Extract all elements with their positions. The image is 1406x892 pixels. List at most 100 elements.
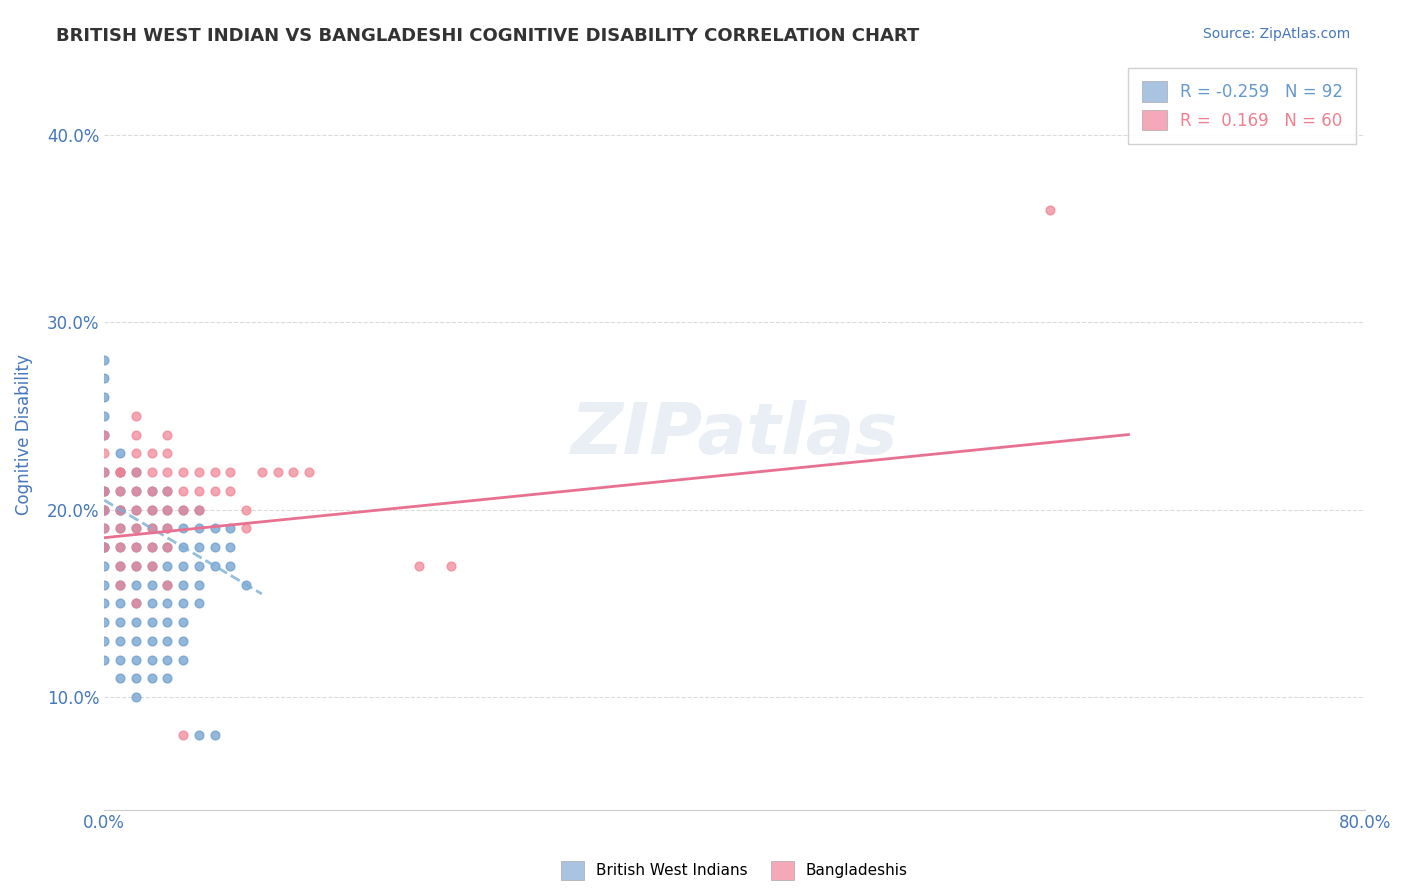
Point bbox=[125, 502, 148, 516]
Point bbox=[172, 521, 194, 535]
Point bbox=[93, 390, 115, 404]
Point bbox=[235, 502, 257, 516]
Y-axis label: Cognitive Disability: Cognitive Disability bbox=[15, 354, 32, 515]
Point bbox=[125, 596, 148, 610]
Point bbox=[235, 577, 257, 591]
Point bbox=[108, 483, 131, 498]
Point bbox=[156, 558, 179, 573]
Point bbox=[141, 502, 163, 516]
Point bbox=[141, 483, 163, 498]
Point bbox=[125, 465, 148, 479]
Point bbox=[125, 540, 148, 554]
Point bbox=[108, 577, 131, 591]
Point bbox=[93, 540, 115, 554]
Point bbox=[141, 521, 163, 535]
Point bbox=[141, 652, 163, 666]
Point bbox=[156, 540, 179, 554]
Point bbox=[172, 502, 194, 516]
Point bbox=[108, 633, 131, 648]
Point bbox=[141, 446, 163, 460]
Point bbox=[93, 521, 115, 535]
Point bbox=[141, 540, 163, 554]
Point bbox=[187, 596, 209, 610]
Point bbox=[108, 577, 131, 591]
Point bbox=[93, 427, 115, 442]
Point bbox=[125, 483, 148, 498]
Point bbox=[125, 652, 148, 666]
Point bbox=[187, 465, 209, 479]
Point bbox=[93, 483, 115, 498]
Point bbox=[156, 577, 179, 591]
Point bbox=[156, 615, 179, 629]
Point bbox=[108, 615, 131, 629]
Point bbox=[172, 558, 194, 573]
Point bbox=[93, 540, 115, 554]
Point bbox=[108, 540, 131, 554]
Point bbox=[125, 633, 148, 648]
Point bbox=[172, 577, 194, 591]
Point bbox=[156, 427, 179, 442]
Point bbox=[172, 652, 194, 666]
Point bbox=[93, 446, 115, 460]
Point bbox=[93, 465, 115, 479]
Point bbox=[93, 558, 115, 573]
Point bbox=[204, 521, 226, 535]
Point bbox=[219, 558, 242, 573]
Point bbox=[204, 483, 226, 498]
Point bbox=[108, 671, 131, 685]
Point bbox=[187, 558, 209, 573]
Point bbox=[440, 558, 463, 573]
Point bbox=[93, 483, 115, 498]
Point bbox=[298, 465, 321, 479]
Point bbox=[93, 521, 115, 535]
Point bbox=[108, 596, 131, 610]
Point bbox=[108, 465, 131, 479]
Point bbox=[187, 540, 209, 554]
Point bbox=[93, 633, 115, 648]
Point bbox=[141, 615, 163, 629]
Point bbox=[125, 446, 148, 460]
Point bbox=[108, 483, 131, 498]
Point bbox=[156, 596, 179, 610]
Point bbox=[93, 502, 115, 516]
Point bbox=[156, 652, 179, 666]
Point bbox=[156, 671, 179, 685]
Point bbox=[108, 502, 131, 516]
Point bbox=[141, 633, 163, 648]
Point bbox=[125, 465, 148, 479]
Point bbox=[141, 540, 163, 554]
Point bbox=[156, 577, 179, 591]
Point bbox=[172, 483, 194, 498]
Point bbox=[141, 483, 163, 498]
Point bbox=[156, 465, 179, 479]
Point bbox=[125, 521, 148, 535]
Point bbox=[156, 446, 179, 460]
Point bbox=[108, 502, 131, 516]
Point bbox=[125, 690, 148, 704]
Point bbox=[219, 521, 242, 535]
Point bbox=[93, 483, 115, 498]
Point bbox=[93, 371, 115, 385]
Point bbox=[141, 671, 163, 685]
Point bbox=[108, 558, 131, 573]
Point bbox=[172, 615, 194, 629]
Point bbox=[156, 502, 179, 516]
Point bbox=[108, 465, 131, 479]
Point bbox=[204, 540, 226, 554]
Point bbox=[125, 540, 148, 554]
Point bbox=[1039, 202, 1062, 217]
Point bbox=[156, 483, 179, 498]
Point bbox=[108, 502, 131, 516]
Point bbox=[141, 465, 163, 479]
Point bbox=[156, 502, 179, 516]
Point bbox=[125, 409, 148, 423]
Point bbox=[125, 671, 148, 685]
Point bbox=[108, 521, 131, 535]
Point bbox=[125, 427, 148, 442]
Point bbox=[93, 540, 115, 554]
Point bbox=[93, 352, 115, 367]
Point bbox=[187, 502, 209, 516]
Point bbox=[141, 596, 163, 610]
Point bbox=[219, 483, 242, 498]
Point bbox=[204, 465, 226, 479]
